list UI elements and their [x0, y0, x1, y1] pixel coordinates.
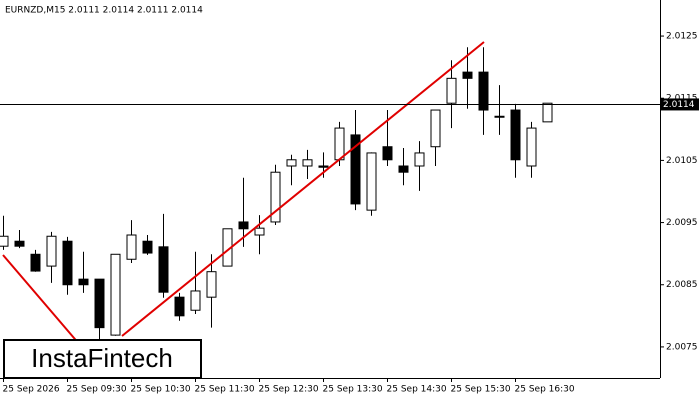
x-tick-label: 25 Sep 12:30	[259, 385, 319, 395]
current-price-label: 2.0114	[663, 100, 695, 110]
watermark: InstaFintech	[31, 343, 173, 373]
marks	[0, 47, 553, 341]
x-tick-label: 25 Sep 15:30	[451, 385, 511, 395]
candle-body	[158, 246, 169, 293]
candle-body	[318, 165, 329, 168]
x-tick-label: 25 Sep 11:30	[195, 385, 255, 395]
x-tick-label: 25 Sep 10:30	[131, 385, 191, 395]
x-tick-label: 25 Sep 09:30	[67, 385, 127, 395]
y-tick-label: 2.0095	[666, 218, 698, 228]
candle-body	[0, 235, 9, 247]
trend-line	[2, 254, 81, 346]
candle-body	[254, 227, 265, 236]
candle-body	[286, 159, 297, 167]
x-tick-label: 25 Sep 13:30	[323, 385, 383, 395]
candle-body	[46, 235, 57, 267]
watermark-box	[3, 339, 202, 379]
x-tick-label: 25 Sep 16:30	[515, 385, 575, 395]
candle-body	[446, 77, 457, 104]
candle-body	[478, 71, 489, 111]
current-price-box	[661, 98, 699, 111]
candle-body	[62, 240, 73, 286]
x-tick-label: 25 Sep 2026	[3, 385, 60, 395]
candle-body	[382, 146, 393, 161]
candle-body	[30, 253, 41, 272]
candle-body	[238, 221, 249, 230]
candle-body	[94, 278, 105, 329]
x-tick-label: 25 Sep 14:30	[387, 385, 447, 395]
candle-body	[366, 152, 377, 211]
candle-body	[462, 71, 473, 79]
y-tick-label: 2.0085	[666, 280, 698, 290]
candle-body	[174, 296, 185, 317]
y-tick-label: 2.0105	[666, 156, 698, 166]
candle-body	[398, 165, 409, 173]
candle-body	[14, 240, 25, 247]
candle-body	[142, 240, 153, 254]
candle-body	[334, 127, 345, 161]
candle-body	[190, 290, 201, 311]
candle-body	[78, 278, 89, 286]
trend-line	[121, 41, 485, 337]
candle-body	[526, 127, 537, 167]
candle-body	[494, 115, 505, 118]
candle-body	[126, 234, 137, 260]
y-tick-label: 2.0125	[666, 32, 698, 42]
candle-body	[350, 134, 361, 205]
chart-title: EURNZD,M15 2.0111 2.0114 2.0111 2.0114	[5, 6, 203, 16]
candle-body	[414, 152, 425, 167]
y-tick-label: 2.0075	[666, 342, 698, 352]
candle-body	[542, 102, 553, 123]
candle-body	[302, 159, 313, 167]
candle-body	[206, 271, 217, 298]
candle-body	[110, 253, 121, 336]
candle-body	[270, 171, 281, 223]
candle-body	[430, 109, 441, 148]
candle-body	[510, 109, 521, 161]
